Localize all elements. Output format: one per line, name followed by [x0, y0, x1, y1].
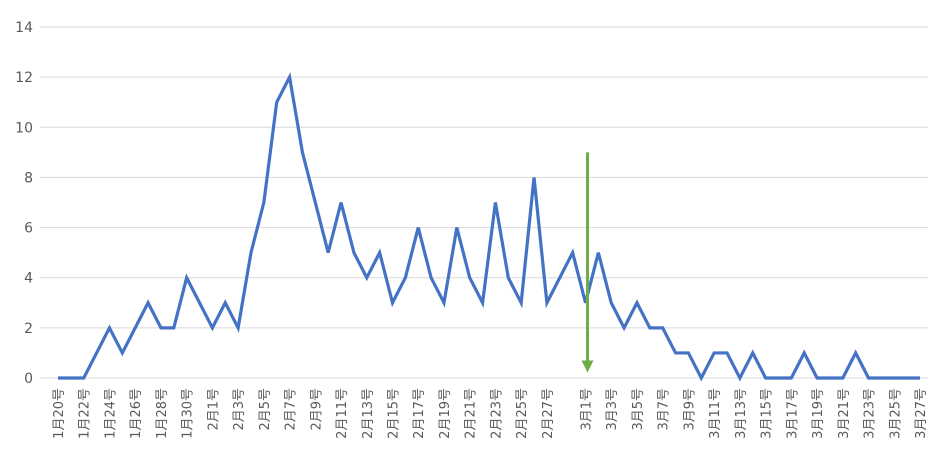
x-tick-label: 2月11号	[335, 388, 350, 439]
x-tick-label: 3月23号	[863, 388, 878, 439]
x-tick-label: 2月13号	[361, 388, 376, 439]
x-tick-label: 3月13号	[734, 388, 749, 439]
x-tick-label: 2月7号	[284, 388, 299, 431]
annotation-arrow-head	[581, 360, 594, 373]
x-tick-label: 1月22号	[78, 388, 93, 439]
y-tick-label: 0	[24, 371, 33, 387]
y-tick-label: 8	[24, 170, 33, 186]
x-tick-label: 3月3号	[605, 388, 620, 431]
x-tick-label: 3月19号	[811, 388, 826, 439]
x-tick-label: 3月1号	[579, 388, 594, 431]
x-tick-label: 3月27号	[914, 388, 929, 439]
x-tick-label: 2月1号	[206, 388, 221, 431]
x-tick-label: 3月7号	[657, 388, 672, 431]
x-tick-label: 3月25号	[888, 388, 903, 439]
y-tick-label: 6	[24, 221, 33, 237]
y-tick-label: 2	[24, 321, 33, 337]
x-tick-label: 3月9号	[682, 388, 697, 431]
x-tick-label: 1月26号	[129, 388, 144, 439]
x-tick-label: 1月28号	[155, 388, 170, 439]
annotation-group	[581, 152, 594, 373]
y-tick-label: 14	[15, 20, 33, 36]
x-tick-label: 1月20号	[52, 388, 67, 439]
x-tick-label: 3月15号	[760, 388, 775, 439]
x-tick-label: 2月5号	[258, 388, 273, 431]
x-tick-label: 2月9号	[309, 388, 324, 431]
x-tick-label: 3月5号	[631, 388, 646, 431]
x-axis-ticks: 1月20号 1月22号 1月24号 1月26号 1月28号 1月30号 2月1号 2月3号 2月…	[52, 388, 929, 439]
y-tick-label: 10	[15, 120, 33, 136]
series-group	[57, 72, 921, 382]
y-tick-label: 4	[24, 271, 33, 287]
x-tick-label: 2月15号	[387, 388, 402, 439]
x-tick-label: 2月3号	[232, 388, 247, 431]
x-tick-label: 3月11号	[708, 388, 723, 439]
x-tick-label: 1月30号	[181, 388, 196, 439]
y-tick-label: 12	[15, 70, 33, 86]
x-tick-label: 2月21号	[464, 388, 479, 439]
y-axis-ticks: 0 2 4 6 8 10 12 14	[15, 20, 33, 387]
x-tick-label: 1月24号	[103, 388, 118, 439]
x-tick-label: 3月17号	[785, 388, 800, 439]
x-tick-label: 2月17号	[412, 388, 427, 439]
x-tick-label: 2月23号	[489, 388, 504, 439]
series-line-0	[58, 72, 920, 382]
x-tick-label: 2月25号	[515, 388, 530, 439]
x-tick-label: 3月21号	[837, 388, 852, 439]
x-tick-label: 2月27号	[541, 388, 556, 439]
x-tick-label: 2月19号	[438, 388, 453, 439]
